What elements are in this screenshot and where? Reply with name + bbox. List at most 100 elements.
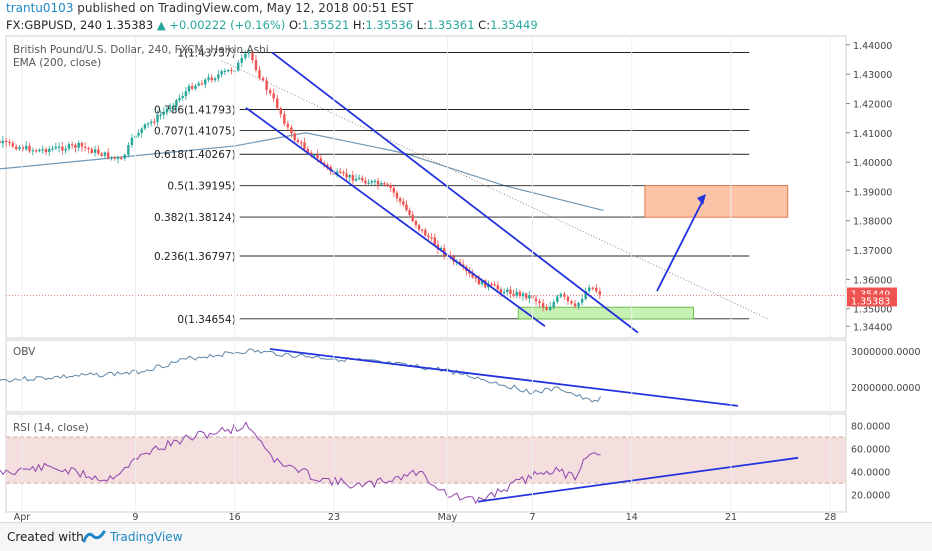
price-tick-label: 1.38000	[853, 217, 892, 228]
candle-body	[265, 80, 268, 91]
candle-body	[80, 142, 84, 147]
candle-body	[123, 154, 127, 159]
candle-body	[127, 145, 130, 155]
candle-body	[159, 114, 162, 116]
price-label-bg-last	[847, 294, 897, 307]
candle-body	[367, 182, 370, 184]
candle-body	[361, 177, 364, 181]
candle-body	[21, 147, 25, 150]
obv-trendline	[269, 348, 739, 407]
candle-body	[268, 90, 272, 94]
candle-body	[595, 287, 598, 292]
candle-body	[143, 124, 147, 129]
obv-tick-label: 3000000.0000	[851, 347, 921, 358]
price-tick-label: 1.44000	[853, 41, 892, 52]
candle-body	[493, 284, 496, 286]
price-tick-label: 1.39000	[853, 187, 892, 198]
candle-body	[279, 108, 282, 115]
candle-body	[244, 53, 247, 59]
candle-body	[162, 111, 165, 115]
time-tick-label: 7	[529, 512, 535, 523]
candle-body	[113, 157, 116, 159]
candle-body	[405, 204, 408, 211]
candle-body	[286, 123, 290, 128]
candle-body	[217, 74, 220, 79]
candle-body	[172, 106, 175, 109]
candle-body	[468, 271, 471, 274]
footer-bar: Created with TradingView	[0, 522, 932, 551]
candle-body	[591, 287, 594, 289]
rsi-trendline	[477, 456, 799, 503]
candle-body	[566, 296, 570, 302]
candle-body	[70, 144, 74, 146]
fib-label-1: 1(1.43737)	[177, 48, 235, 60]
candle-body	[549, 307, 552, 310]
candle-body	[480, 280, 484, 285]
candle-body	[573, 303, 577, 307]
projection-arrow	[656, 199, 704, 292]
candle-body	[93, 149, 97, 153]
candle-body	[51, 148, 54, 150]
target-zone-box	[644, 185, 789, 218]
candle-body	[512, 293, 515, 296]
candle-body	[342, 172, 345, 174]
publish-header: trantu0103 published on TradingView.com,…	[6, 1, 413, 15]
candle-body	[200, 83, 204, 85]
candle-body	[373, 180, 377, 183]
obv-tick-label: 2000000.0000	[851, 383, 921, 394]
tradingview-brand-link[interactable]: TradingView	[110, 530, 183, 544]
candle-body	[392, 187, 396, 193]
fibonacci-retracement[interactable]: 1(1.43737)0.786(1.41793)0.707(1.41075)0.…	[154, 48, 750, 326]
candle-body	[538, 301, 541, 304]
candle-body	[306, 148, 309, 153]
candles	[0, 49, 602, 312]
candle-body	[563, 293, 566, 297]
candle-body	[8, 141, 11, 144]
created-with-text: Created with	[7, 530, 84, 544]
obv-pane-frame	[5, 339, 847, 413]
candle-body	[149, 121, 153, 124]
rsi-tick-label: 60.0000	[851, 445, 890, 456]
candle-body	[254, 59, 258, 70]
candle-body	[258, 69, 261, 78]
price-tick-label: 1.42000	[853, 99, 892, 110]
annotation-boxes[interactable]	[517, 185, 789, 320]
candle-body	[187, 86, 191, 92]
candle-body	[194, 85, 197, 89]
candle-body	[204, 79, 207, 85]
candle-body	[545, 307, 548, 310]
tradingview-logo-icon	[82, 529, 106, 549]
candle-body	[430, 237, 433, 239]
rsi-tick-label: 80.0000	[851, 422, 890, 433]
candle-body	[190, 86, 194, 89]
candle-body	[439, 248, 443, 250]
price-tick-label: 1.36000	[853, 275, 892, 286]
candle-body	[402, 201, 405, 205]
author-link[interactable]: trantu0103	[6, 1, 74, 15]
candle-body	[168, 108, 172, 110]
candle-body	[175, 100, 178, 107]
candle-body	[313, 154, 316, 156]
candle-body	[153, 121, 156, 123]
ohlc-part-7: 1.35361	[426, 18, 475, 32]
candle-body	[477, 278, 481, 285]
candle-body	[383, 183, 386, 185]
candle-body	[74, 144, 77, 148]
candle-body	[184, 91, 188, 97]
trend-drawings[interactable]	[221, 51, 769, 334]
candle-body	[509, 289, 512, 294]
candle-body	[319, 158, 323, 163]
fib-label-0.618: 0.618(1.40267)	[154, 149, 236, 161]
ema200-line	[0, 132, 604, 212]
candle-body	[34, 150, 38, 152]
candle-body	[156, 114, 159, 122]
candle-body	[290, 127, 293, 134]
candle-body	[433, 237, 436, 245]
candle-body	[534, 298, 538, 302]
fib-label-0: 0(1.34654)	[177, 314, 235, 326]
candle-body	[14, 146, 18, 150]
candle-body	[364, 180, 367, 184]
candle-body	[223, 70, 227, 73]
candle-body	[345, 173, 348, 178]
